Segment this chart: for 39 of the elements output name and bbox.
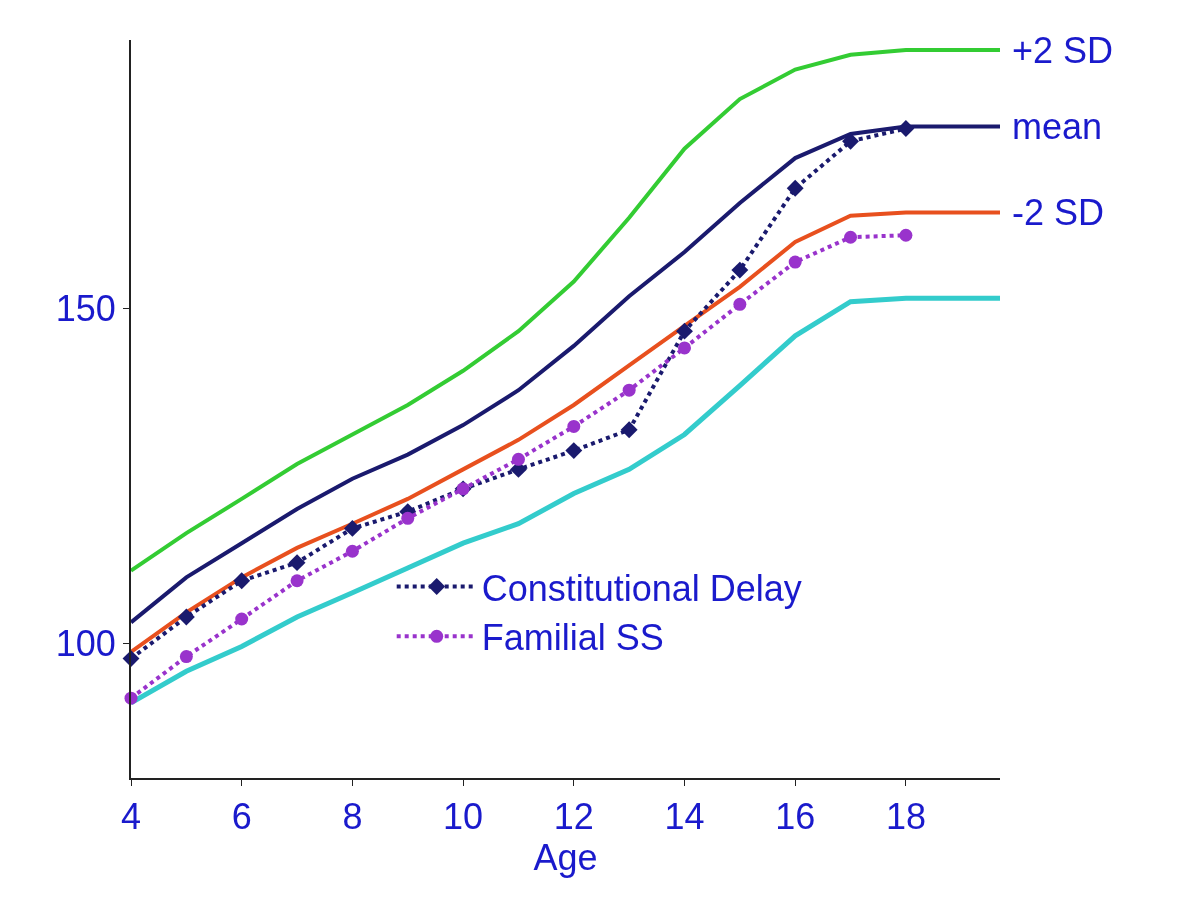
legend-label: Familial SS <box>481 617 664 659</box>
point <box>401 511 415 525</box>
series-label: mean <box>1012 106 1103 147</box>
x-tick-label: 4 <box>120 796 142 838</box>
series-label: +2 SD <box>1012 30 1114 71</box>
point <box>177 608 195 626</box>
x-tick-label: 6 <box>231 796 252 838</box>
point <box>511 452 525 466</box>
legend-label: Constitutional Delay <box>481 567 802 609</box>
y-tick-label: 100 <box>55 623 116 665</box>
point <box>731 261 749 279</box>
point <box>290 574 304 588</box>
point <box>786 179 804 197</box>
point <box>844 230 858 244</box>
line-series <box>131 48 1000 573</box>
point <box>620 421 638 439</box>
x-tick-label: 18 <box>885 796 926 838</box>
point <box>678 341 691 355</box>
point <box>567 419 581 433</box>
point <box>622 383 636 397</box>
x-tick-label: 16 <box>775 796 816 838</box>
x-tick-label: 12 <box>553 796 594 838</box>
series-label: -2 SD <box>1012 192 1105 233</box>
x-axis-title: Age <box>533 837 598 879</box>
point <box>343 519 361 537</box>
point <box>235 612 249 626</box>
y-tick-label: 150 <box>55 287 116 329</box>
x-tick-label: 8 <box>342 796 363 838</box>
point <box>565 442 583 460</box>
point <box>179 650 193 664</box>
x-tick-label: 10 <box>443 796 484 838</box>
point <box>899 228 913 242</box>
point <box>676 322 693 340</box>
point <box>233 572 251 590</box>
point <box>288 554 306 572</box>
point <box>345 544 359 558</box>
point <box>788 255 802 269</box>
point <box>733 297 747 311</box>
x-tick-label: 14 <box>664 796 705 838</box>
